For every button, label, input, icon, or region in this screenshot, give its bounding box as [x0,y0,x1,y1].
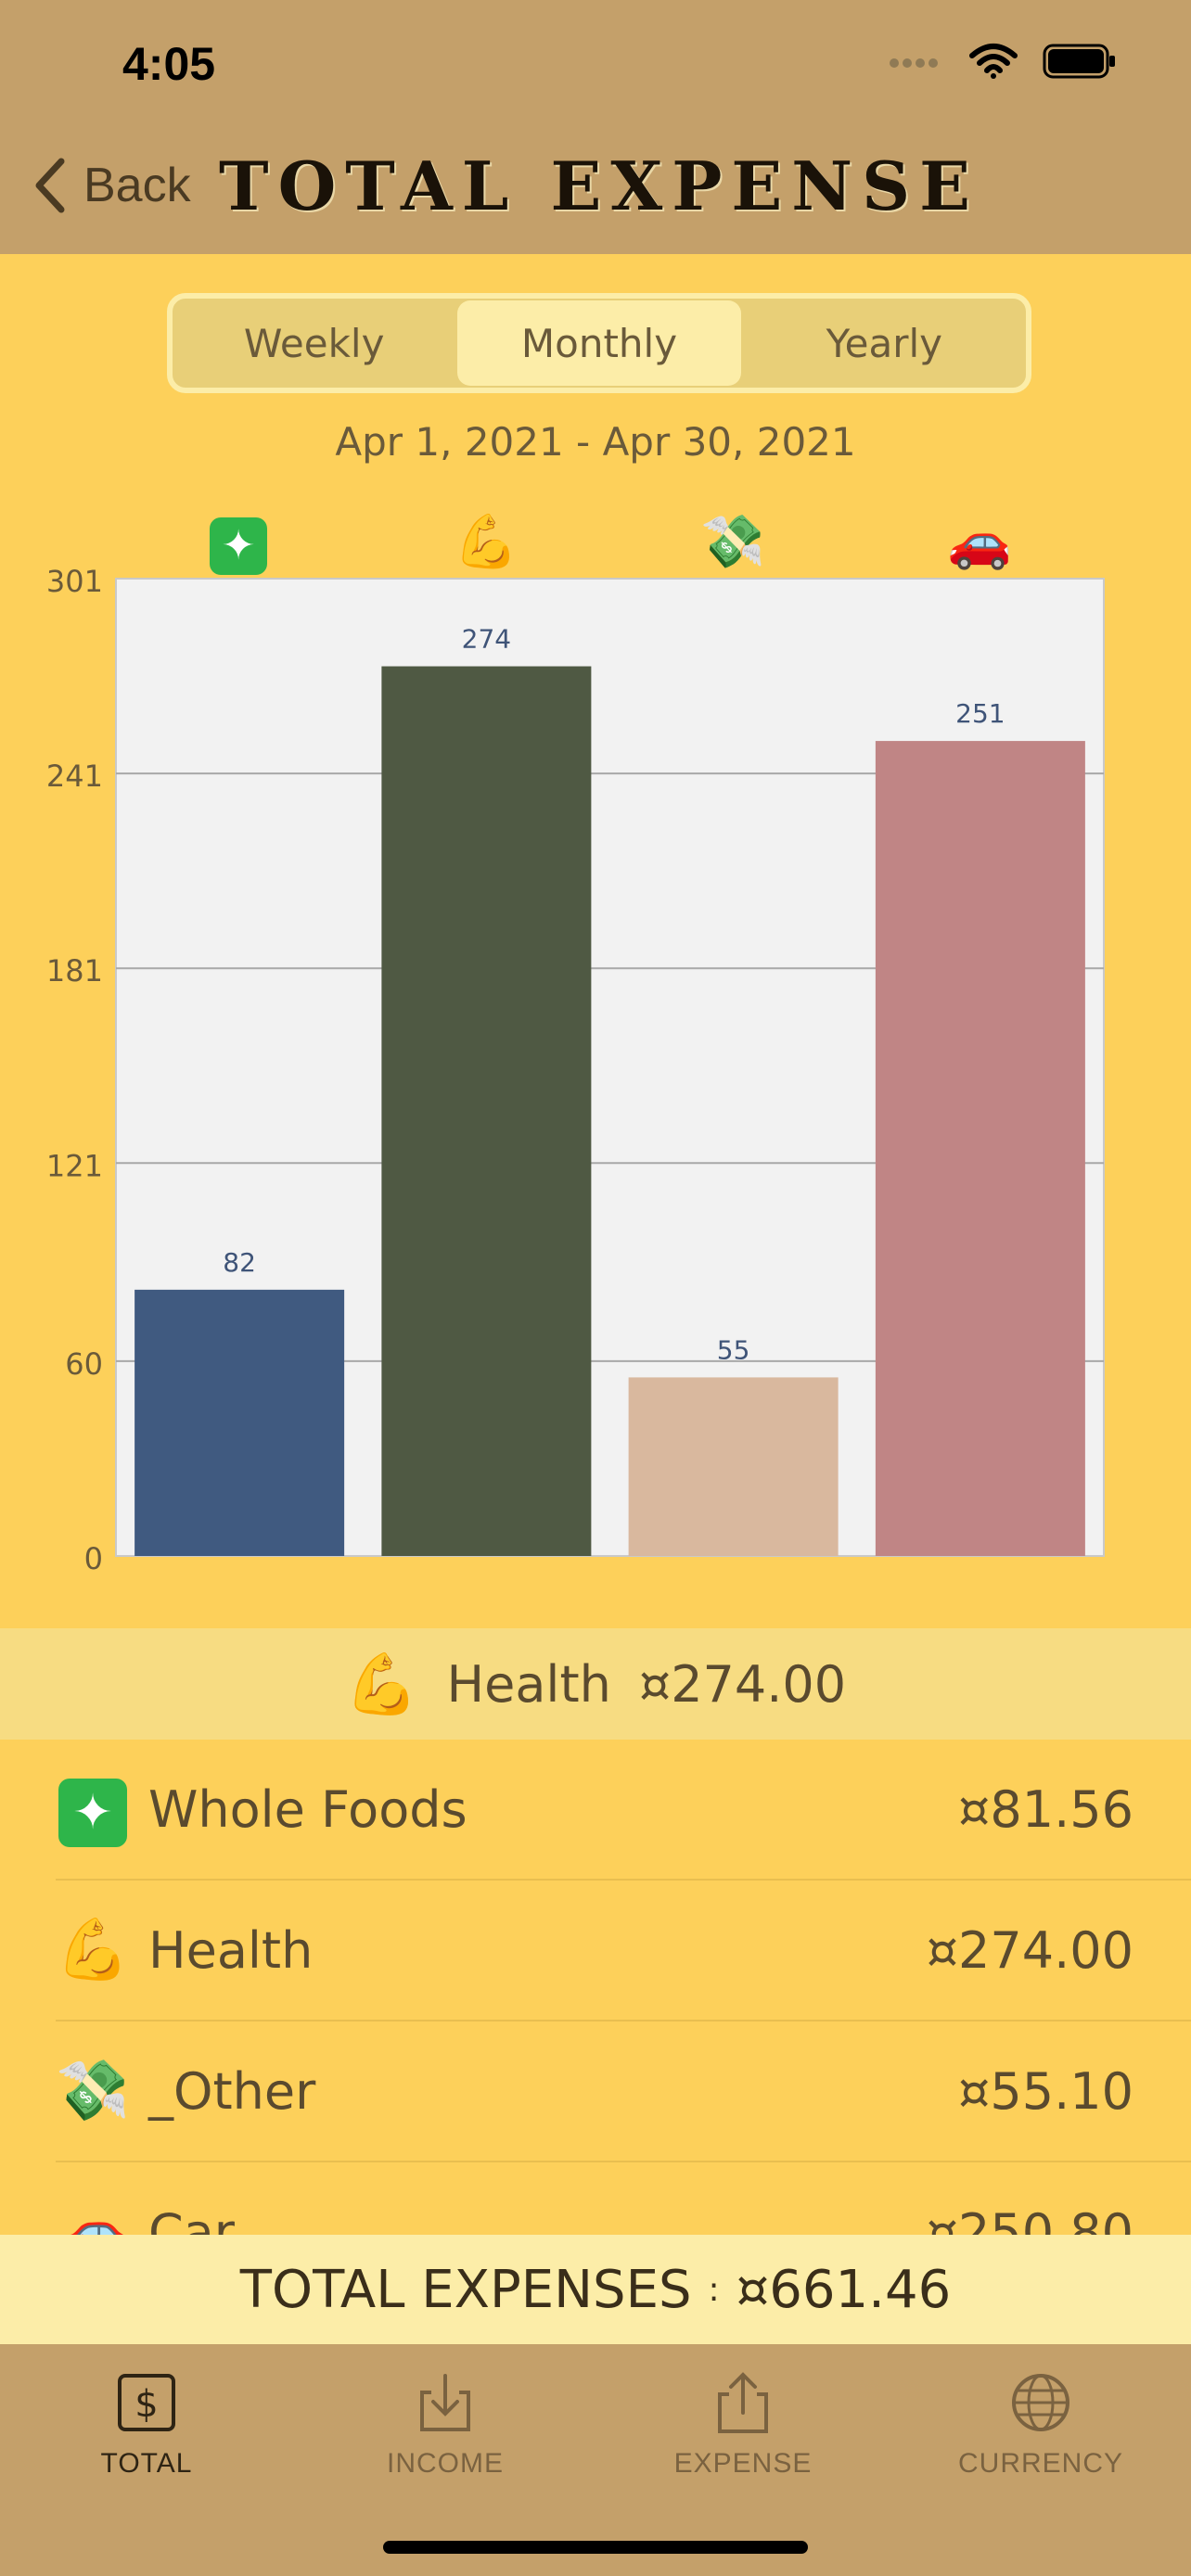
bar-value-label: 251 [955,698,1005,729]
total-label: TOTAL EXPENSES [239,2259,692,2320]
status-icons [889,43,1117,80]
globe-icon [1012,2374,1069,2431]
date-range: Apr 1, 2021 - Apr 30, 2021 [335,419,856,465]
list-item[interactable]: 💪 Health ¤274.00 [56,1881,1191,2021]
tab-total-label: TOTAL [100,2448,193,2479]
tab-currency[interactable]: CURRENCY [939,2370,1143,2480]
list-item[interactable]: ✦ Whole Foods ¤81.56 [56,1740,1191,1881]
tab-income[interactable]: INCOME [343,2370,547,2480]
dollar-sign-icon: $ [118,2374,175,2431]
car-icon: 🚗 [947,512,1012,572]
tab-expense-label: EXPENSE [673,2448,813,2479]
bar-value-label: 55 [717,1334,750,1365]
cellular-signal-icon [890,58,938,68]
y-tick-label: 181 [46,953,103,988]
sparkle-icon: ✦ [206,510,271,575]
chevron-left-icon [35,158,65,213]
segment-monthly[interactable]: Monthly [457,300,741,386]
list-item-name: Health [148,1920,314,1980]
selected-category-name: Health [446,1654,611,1714]
money-with-wings-icon: 💸 [700,512,765,572]
flexed-biceps-icon: 💪 [56,1916,130,1984]
y-tick-label: 241 [46,759,103,794]
flexed-biceps-icon: 💪 [454,512,519,572]
tab-bar: $ TOTAL INCOME EXPENSE CURRENCY [0,2344,1191,2576]
tab-total[interactable]: $ TOTAL [45,2370,249,2480]
expense-bar-chart: 0 60 121 181 241 301 82 274 55 251 [46,564,1105,1576]
selected-category-amount: ¤274.00 [638,1654,847,1714]
total-separator: : [708,2270,720,2309]
bar-health [381,666,592,1556]
download-icon [420,2374,470,2431]
total-expenses-bar: TOTAL EXPENSES : ¤661.46 [0,2235,1191,2344]
list-item-name: _Other [148,2061,316,2121]
expense-list: ✦ Whole Foods ¤81.56 💪 Health ¤274.00 💸 … [0,1740,1191,2303]
wifi-icon [969,44,1018,79]
period-segmented-control: Weekly Monthly Yearly [167,293,1031,393]
y-tick-label: 60 [65,1346,103,1382]
list-item-amount: ¤55.10 [958,2061,1133,2121]
battery-icon [1043,44,1115,79]
status-bar: 4:05 [0,0,1191,130]
back-button[interactable]: Back [33,158,191,213]
money-with-wings-icon: 💸 [56,2057,130,2125]
flexed-biceps-icon: 💪 [344,1650,419,1719]
sparkle-icon: ✦ [56,1772,130,1847]
bar-value-label: 82 [223,1247,256,1278]
tab-expense[interactable]: EXPENSE [641,2370,845,2480]
list-item-name: Whole Foods [148,1779,467,1839]
list-item[interactable]: 💸 _Other ¤55.10 [56,2021,1191,2162]
y-tick-label: 301 [46,564,103,599]
tab-income-label: INCOME [387,2448,504,2479]
page-title: TOTAL EXPENSE [219,147,980,225]
y-tick-label: 0 [84,1541,103,1576]
status-time: 4:05 [122,38,216,90]
segment-weekly[interactable]: Weekly [243,320,385,366]
tab-currency-label: CURRENCY [957,2448,1123,2479]
upload-icon [718,2372,768,2433]
bar-whole-foods [134,1289,345,1556]
back-label: Back [83,159,191,212]
navigation-bar: Back TOTAL EXPENSE [0,130,1191,254]
selected-category-summary: 💪 Health ¤274.00 [0,1628,1191,1740]
list-item-amount: ¤81.56 [958,1779,1133,1839]
bar-value-label: 274 [462,624,511,655]
bar-other [628,1377,839,1556]
list-item-amount: ¤274.00 [926,1920,1133,1980]
segment-yearly[interactable]: Yearly [826,320,943,366]
svg-text:$: $ [134,2383,158,2426]
y-tick-label: 121 [46,1148,103,1183]
total-amount: ¤661.46 [736,2259,952,2320]
bar-car [875,741,1085,1556]
home-indicator [383,2541,808,2554]
